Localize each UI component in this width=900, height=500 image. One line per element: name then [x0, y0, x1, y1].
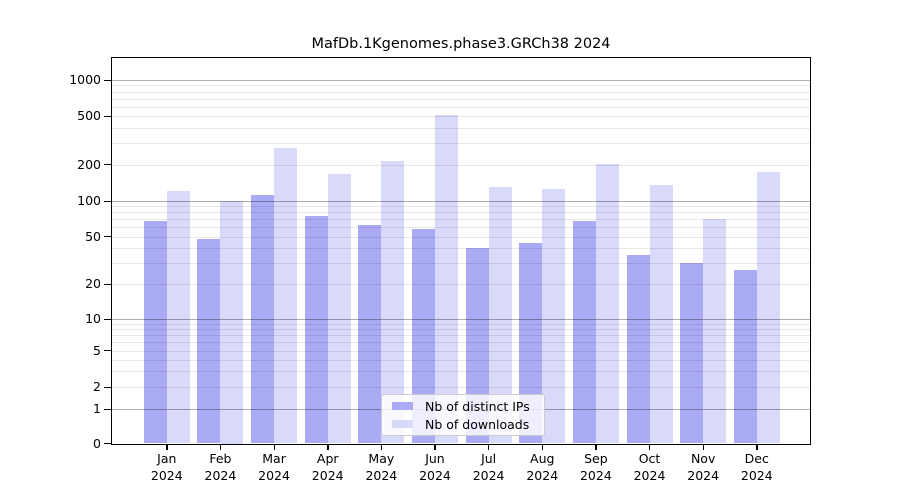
x-tick-label-dec: Dec 2024: [740, 451, 773, 483]
y-tick-label: 20: [85, 276, 101, 291]
y-tick-mark: [104, 79, 111, 81]
x-tick-label-feb: Feb 2024: [204, 451, 237, 483]
x-tick-label-oct: Oct 2024: [633, 451, 666, 483]
legend-item-downloads: Nb of downloads: [392, 417, 536, 432]
y-tick-mark: [104, 318, 111, 320]
legend-label-distinct-ips: Nb of distinct IPs: [425, 398, 530, 414]
y-tick-label: 2: [93, 379, 101, 395]
x-tick-mark: [434, 445, 436, 450]
y-tick-label: 1: [93, 401, 101, 417]
y-tick-label: 10: [85, 311, 101, 326]
x-tick-label-mar: Mar 2024: [258, 451, 290, 483]
y-tick-label: 200: [77, 156, 101, 172]
y-tick-label: 1000: [69, 72, 101, 87]
y-tick-mark: [104, 443, 111, 445]
y-tick-mark: [104, 408, 111, 411]
x-tick-label-jul: Jul 2024: [472, 451, 505, 483]
y-tick-label: 50: [85, 228, 101, 244]
x-tick-label-aug: Aug 2024: [526, 451, 559, 483]
y-tick-mark: [104, 350, 111, 352]
legend-item-distinct-ips: Nb of distinct IPs: [392, 399, 536, 414]
x-tick-mark: [541, 445, 544, 450]
x-tick-label-may: May 2024: [365, 451, 398, 483]
legend: Nb of distinct IPs Nb of downloads: [381, 394, 545, 436]
y-tick-mark: [104, 164, 111, 166]
x-tick-mark: [327, 445, 329, 450]
legend-swatch-downloads: [392, 420, 413, 428]
x-tick-mark: [702, 445, 704, 450]
x-tick-label-jan: Jan 2024: [150, 451, 183, 483]
plot-border: [111, 57, 811, 445]
x-tick-label-sep: Sep 2024: [579, 451, 612, 483]
y-tick-label: 500: [77, 108, 101, 123]
chart-title: MafDb.1Kgenomes.phase3.GRCh38 2024: [311, 36, 611, 52]
x-tick-mark: [273, 445, 275, 450]
x-tick-label-nov: Nov 2024: [687, 451, 720, 483]
x-tick-mark: [488, 445, 490, 450]
x-tick-mark: [380, 445, 383, 450]
x-tick-mark: [166, 445, 168, 450]
x-tick-label-apr: Apr 2024: [311, 451, 344, 483]
y-tick-label: 0: [93, 435, 101, 451]
x-tick-mark: [595, 445, 597, 450]
x-tick-mark: [756, 445, 758, 450]
x-tick-mark: [649, 445, 651, 450]
y-tick-mark: [104, 283, 111, 285]
y-tick-label: 5: [93, 342, 101, 358]
legend-label-downloads: Nb of downloads: [425, 416, 530, 432]
y-tick-mark: [104, 200, 111, 202]
y-tick-mark: [104, 386, 111, 389]
x-tick-label-jun: Jun 2024: [419, 451, 451, 483]
legend-swatch-distinct-ips: [392, 402, 413, 410]
y-tick-mark: [104, 115, 111, 117]
x-tick-mark: [219, 445, 222, 450]
y-tick-label: 100: [77, 193, 101, 208]
y-tick-mark: [104, 236, 111, 238]
